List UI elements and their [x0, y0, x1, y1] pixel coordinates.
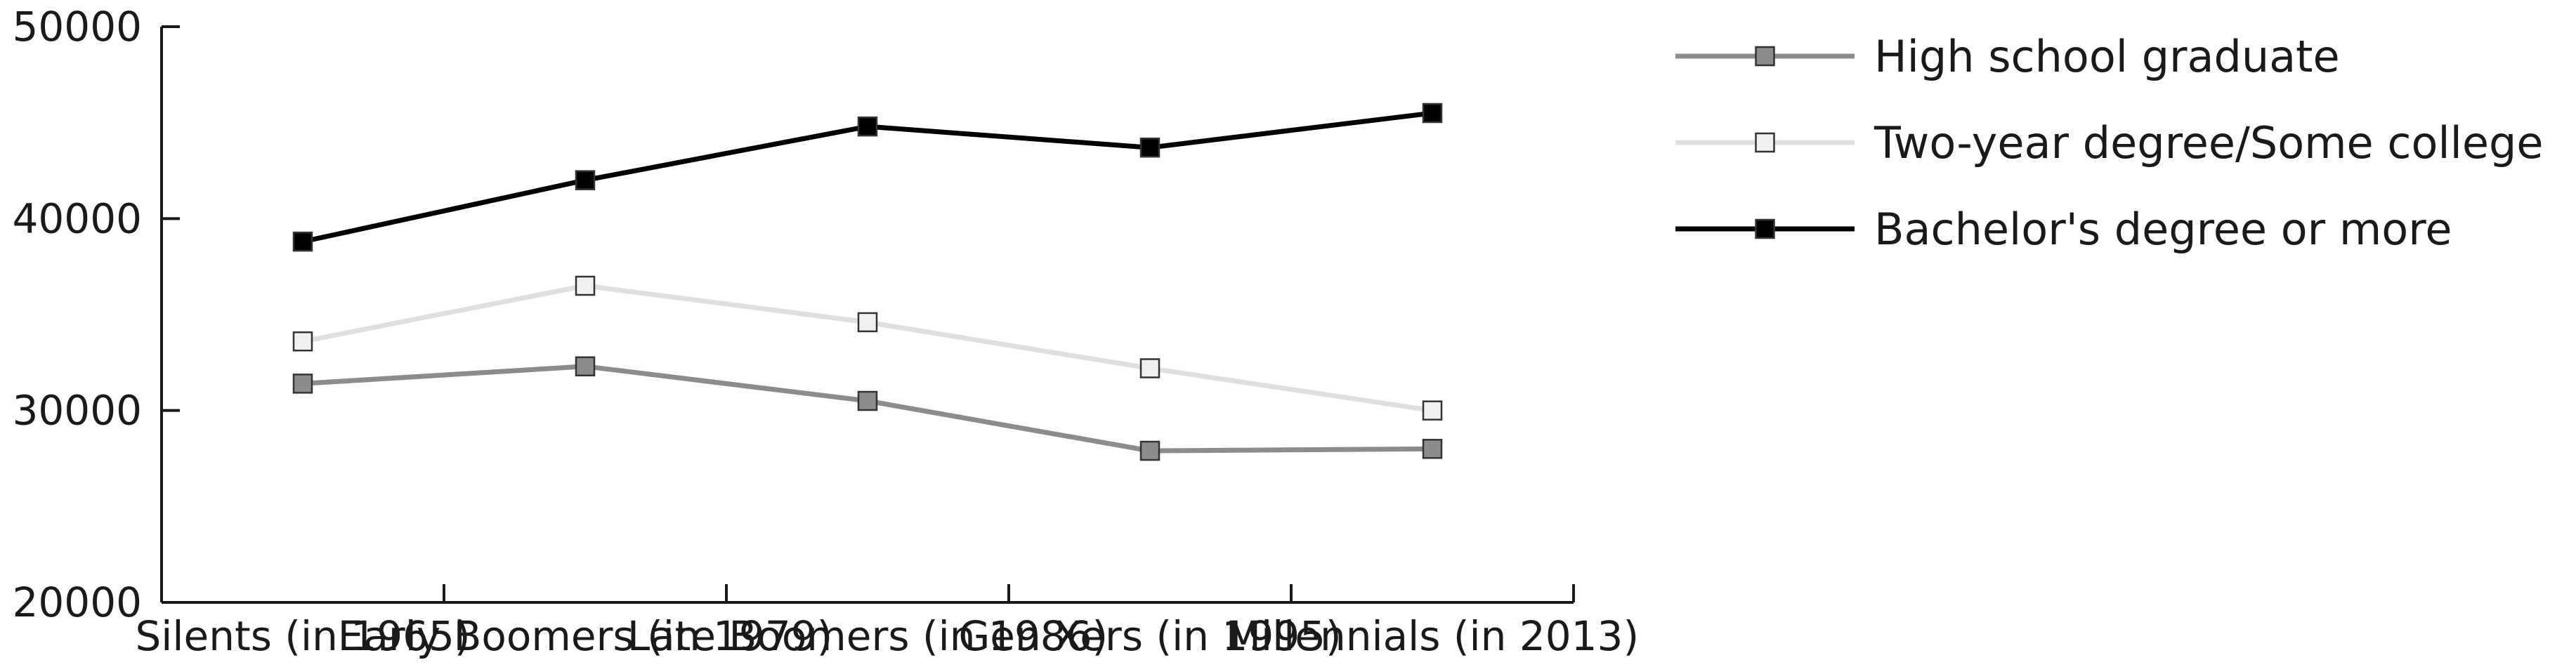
data-point	[575, 275, 596, 296]
chart-axes	[160, 27, 1574, 604]
y-tick-label: 50000	[12, 3, 142, 51]
legend-label: Two-year degree/Some college	[1874, 117, 2544, 169]
x-tick-label: Late Boomers (in 1986)	[627, 612, 1108, 660]
series-1	[292, 356, 1443, 461]
x-axis-ticks: Silents (in 1965)Early Boomers (in 1979)…	[135, 584, 1639, 660]
x-tick-label: Early Boomers (in 1979)	[338, 612, 833, 660]
data-point	[1422, 439, 1443, 459]
legend-item: High school graduate	[1675, 31, 2340, 82]
legend-item: Bachelor's degree or more	[1675, 204, 2452, 255]
x-tick-label: Gen Xers (in 1995)	[958, 612, 1341, 660]
x-tick-label: Silents (in 1965)	[135, 612, 470, 660]
data-point	[857, 116, 878, 137]
data-point	[575, 356, 596, 377]
data-point	[857, 390, 878, 411]
data-point	[292, 231, 313, 252]
data-point	[857, 312, 878, 333]
y-tick-label: 40000	[12, 194, 142, 242]
legend-label: Bachelor's degree or more	[1874, 204, 2452, 255]
data-point	[1139, 137, 1160, 158]
legend-marker	[1755, 46, 1775, 67]
legend-marker	[1755, 132, 1775, 153]
legend-label: High school graduate	[1874, 31, 2340, 82]
data-point	[1422, 400, 1443, 421]
series-layer	[292, 103, 1443, 461]
series-2	[292, 275, 1443, 421]
legend: High school graduate Two-year degree/Some…	[1675, 31, 2544, 255]
legend-marker	[1755, 218, 1775, 239]
data-point	[292, 331, 313, 352]
data-point	[292, 374, 313, 394]
x-tick-label: Millennials (in 2013)	[1226, 612, 1639, 660]
y-axis-ticks: 20000 30000 40000 50000	[12, 3, 180, 626]
data-point	[1139, 358, 1160, 378]
y-tick-label: 20000	[12, 579, 142, 626]
y-tick-label: 30000	[12, 387, 142, 435]
legend-item: Two-year degree/Some college	[1675, 117, 2544, 169]
data-point	[575, 170, 596, 190]
data-point	[1422, 103, 1443, 124]
data-point	[1139, 440, 1160, 461]
series-3	[292, 103, 1443, 252]
